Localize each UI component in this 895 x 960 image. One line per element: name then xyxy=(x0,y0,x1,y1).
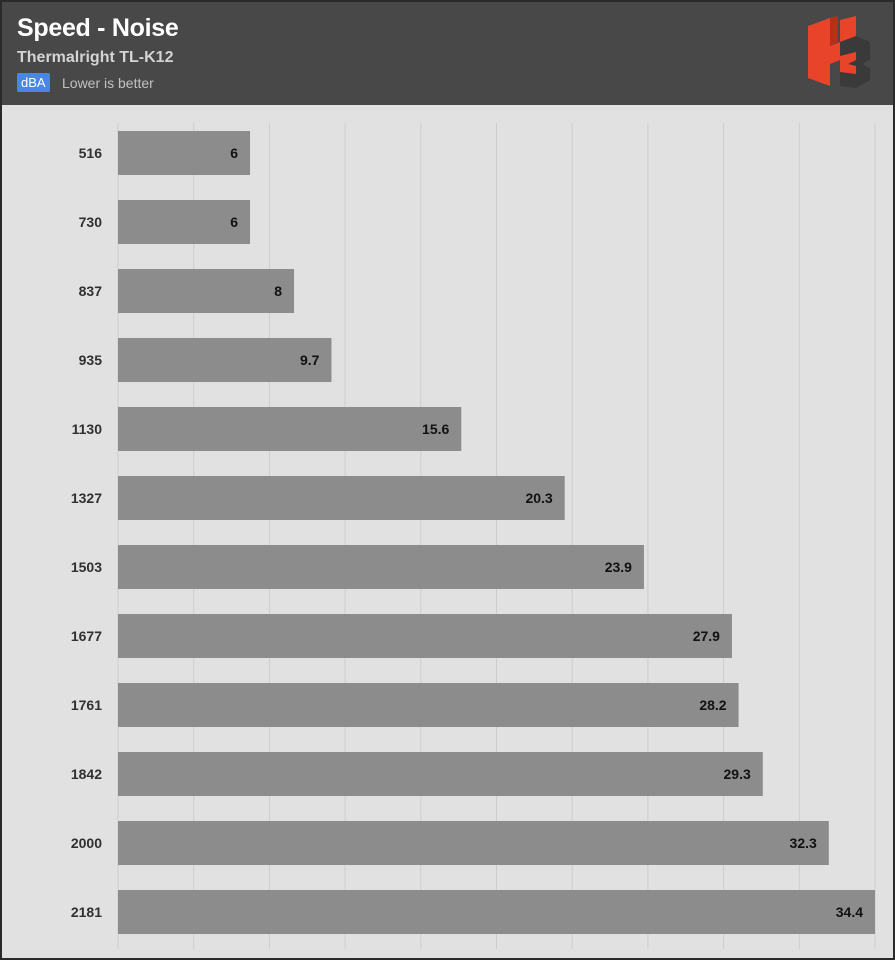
chart-title: Speed - Noise xyxy=(17,14,179,42)
bar-2000 xyxy=(118,821,829,865)
bar-1130 xyxy=(118,407,462,451)
bar-chart: 516 6 730 6 837 8 935 9.7 1130 15.6 1327 20.3 1503 23… xyxy=(71,123,876,949)
data-label: 20.3 xyxy=(525,490,552,506)
data-label: 27.9 xyxy=(693,628,720,644)
bar-1842 xyxy=(118,752,763,796)
hb-logo-icon xyxy=(808,16,870,88)
bar-1327 xyxy=(118,476,565,520)
data-label: 28.2 xyxy=(699,697,726,713)
bar-1761 xyxy=(118,683,739,727)
y-tick-label: 1130 xyxy=(72,421,103,437)
data-label: 32.3 xyxy=(790,835,817,851)
y-tick-label: 2181 xyxy=(71,904,102,920)
data-label: 8 xyxy=(274,283,282,299)
y-tick-label: 837 xyxy=(79,283,103,299)
bar-935 xyxy=(118,338,332,382)
data-label: 23.9 xyxy=(605,559,632,575)
unit-badge: dBA xyxy=(17,73,50,92)
y-tick-label: 1842 xyxy=(71,766,102,782)
bar-2181 xyxy=(118,890,875,934)
y-tick-label: 1761 xyxy=(71,697,102,713)
bar-1677 xyxy=(118,614,732,658)
data-label: 29.3 xyxy=(724,766,751,782)
y-tick-label: 2000 xyxy=(71,835,102,851)
data-label: 6 xyxy=(230,214,238,230)
data-label: 15.6 xyxy=(422,421,449,437)
bar-730 xyxy=(118,200,251,244)
data-label: 9.7 xyxy=(300,352,320,368)
lower-is-better-note: Lower is better xyxy=(62,75,154,91)
y-tick-label: 730 xyxy=(79,214,103,230)
bar-1503 xyxy=(118,545,644,589)
bar-516 xyxy=(118,131,251,175)
y-tick-label: 1503 xyxy=(71,559,102,575)
y-tick-label: 935 xyxy=(79,352,103,368)
y-tick-label: 1327 xyxy=(71,490,102,506)
chart-subtitle: Thermalright TL-K12 xyxy=(17,49,174,66)
y-tick-label: 1677 xyxy=(71,628,102,644)
y-tick-label: 516 xyxy=(79,145,103,161)
data-label: 34.4 xyxy=(836,904,863,920)
bar-837 xyxy=(118,269,295,313)
chart-header: Speed - Noise Thermalright TL-K12 dBA Lo… xyxy=(2,2,893,105)
data-label: 6 xyxy=(230,145,238,161)
